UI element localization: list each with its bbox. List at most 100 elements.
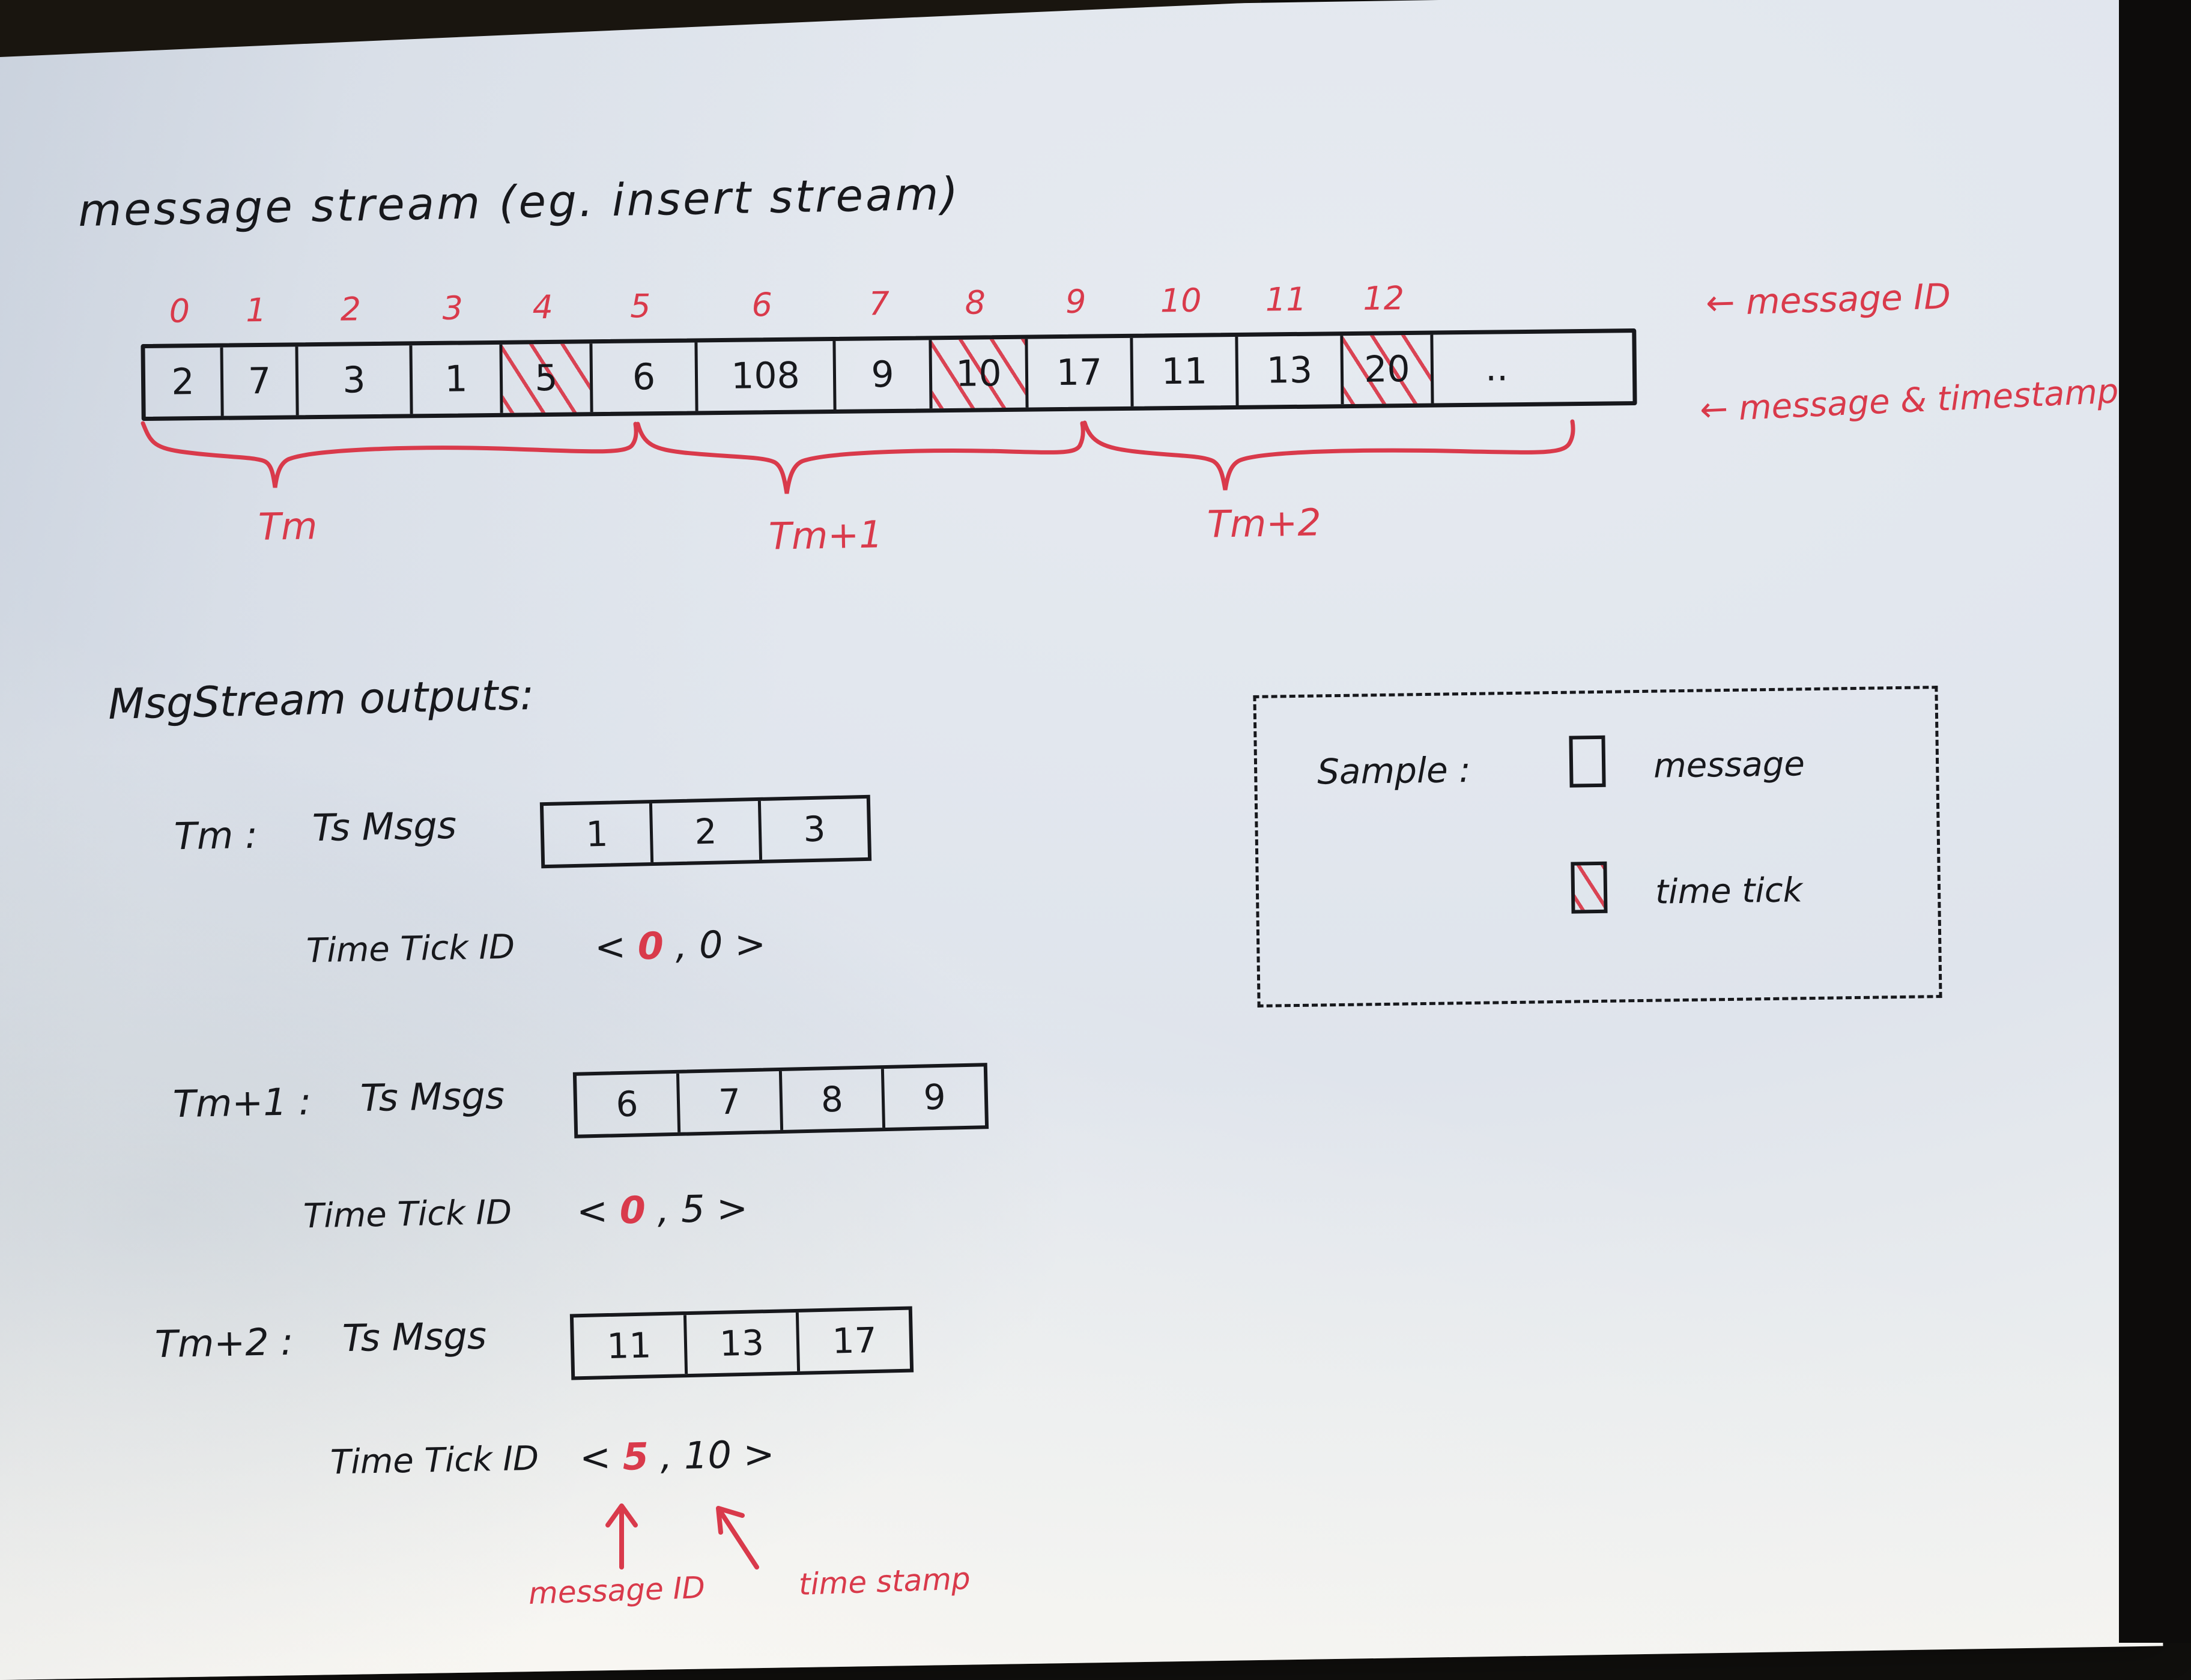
stream-cell: 7 bbox=[223, 346, 299, 416]
stream-index-label: 0 bbox=[169, 292, 190, 330]
stream-cell-value: 108 bbox=[730, 354, 801, 397]
output-tick-label-2: Time Tick ID bbox=[330, 1439, 539, 1482]
stream-cell-value: 13 bbox=[1266, 349, 1313, 392]
output-msgs-label-2: Ts Msgs bbox=[342, 1313, 487, 1361]
stream-cell-value: 11 bbox=[1161, 350, 1208, 393]
stream-cell: 1 bbox=[412, 344, 503, 414]
output-tick-value-1: < 0 , 5 > bbox=[576, 1186, 748, 1233]
tick-open-1: < bbox=[576, 1188, 608, 1233]
stream-cell: 13 bbox=[1238, 336, 1344, 405]
stream-cell-value: 3 bbox=[342, 359, 366, 402]
legend-label-message: message bbox=[1653, 745, 1805, 786]
stream-cell-value: 17 bbox=[1056, 351, 1103, 394]
tick-ts-0: 0 bbox=[699, 922, 724, 967]
desk-edge-right bbox=[2119, 0, 2191, 1643]
output-msgs-box-2: 11 13 17 bbox=[569, 1306, 914, 1380]
output-msg-cell: 2 bbox=[652, 800, 763, 862]
stream-cell-value: 7 bbox=[247, 360, 271, 403]
tick-comma-1: , bbox=[656, 1187, 670, 1232]
stream-index-label: 4 bbox=[532, 288, 554, 327]
legend-swatch-message-icon bbox=[1569, 735, 1606, 788]
stream-cell-value: 20 bbox=[1363, 348, 1410, 391]
output-group-name-1: Tm+1 : bbox=[172, 1079, 312, 1126]
page-title: message stream (eg. insert stream) bbox=[77, 168, 962, 237]
stream-cell-value: 2 bbox=[171, 361, 195, 403]
stream-index-label: 8 bbox=[965, 283, 986, 322]
stream-cell: 3 bbox=[298, 345, 413, 415]
stream-index-label: 7 bbox=[868, 285, 890, 323]
tick-msgid-2: 5 bbox=[622, 1434, 649, 1479]
stream-cell-value: .. bbox=[1485, 347, 1509, 390]
output-tick-value-0: < 0 , 0 > bbox=[594, 922, 766, 968]
tick-comma-2: , bbox=[659, 1434, 673, 1478]
legend-swatch-timetick-icon bbox=[1571, 861, 1608, 914]
output-tick-label-1: Time Tick ID bbox=[303, 1192, 512, 1236]
callout-message-id: message ID bbox=[528, 1570, 706, 1612]
stream-cell: 17 bbox=[1028, 337, 1134, 408]
stream-index-label: 2 bbox=[340, 290, 362, 328]
annotation-message-id: ← message ID bbox=[1705, 276, 1951, 324]
stream-index-label: 1 bbox=[245, 291, 267, 330]
tick-open-0: < bbox=[594, 924, 626, 969]
stream-index-label: 9 bbox=[1065, 282, 1086, 321]
stream-cell: 10 bbox=[932, 339, 1029, 409]
stream-index-label: 6 bbox=[751, 286, 773, 324]
stream-cell: 6 bbox=[592, 342, 699, 412]
window-label-tm2: Tm+2 bbox=[1207, 500, 1322, 546]
window-label-tm1: Tm+1 bbox=[768, 512, 883, 558]
stream-cell-value: 9 bbox=[871, 353, 894, 396]
stream-cell: 20 bbox=[1343, 334, 1434, 405]
stream-cell: 5 bbox=[502, 343, 593, 413]
stream-cell: 11 bbox=[1133, 336, 1239, 406]
output-group-name-0: Tm : bbox=[174, 812, 258, 859]
output-msg-cell: 7 bbox=[679, 1071, 783, 1132]
output-msg-cell: 17 bbox=[831, 1319, 877, 1362]
stream-index-label: 10 bbox=[1160, 281, 1202, 320]
tick-open-2: < bbox=[579, 1435, 611, 1480]
stream-index-label: 12 bbox=[1363, 279, 1405, 318]
output-msg-cell: 1 bbox=[543, 803, 654, 865]
tick-comma-0: , bbox=[674, 923, 688, 968]
legend-box: Sample : message time tick bbox=[1253, 686, 1942, 1008]
window-label-tm: Tm bbox=[258, 504, 318, 549]
legend-title: Sample : bbox=[1317, 749, 1471, 793]
output-msg-cell: 11 bbox=[573, 1315, 688, 1377]
message-stream-box: 2 7 3 1 5 6 108 9 10 17 11 13 20.. bbox=[141, 328, 1637, 422]
stream-cell-value: 6 bbox=[632, 356, 656, 399]
stream-cell: 2 bbox=[145, 347, 224, 417]
tick-msgid-0: 0 bbox=[637, 923, 664, 968]
stream-cell: 9 bbox=[835, 340, 933, 409]
tick-close-1: > bbox=[716, 1186, 748, 1231]
output-msg-cell: 13 bbox=[686, 1312, 801, 1374]
output-msgs-label-0: Ts Msgs bbox=[312, 803, 457, 850]
output-msg-cell: 6 bbox=[576, 1073, 680, 1135]
output-msg-cell: 3 bbox=[802, 808, 826, 850]
stream-index-label: 11 bbox=[1265, 280, 1307, 319]
output-tick-value-2: < 5 , 10 > bbox=[579, 1432, 775, 1479]
tick-ts-1: 5 bbox=[680, 1186, 706, 1231]
stream-index-label: 3 bbox=[442, 289, 464, 327]
stream-cell-value: 1 bbox=[444, 358, 468, 400]
message-stream-strip: 2 7 3 1 5 6 108 9 10 17 11 13 20.. 0 1 2 3 4 5 6 7 8 9 10 11 12 bbox=[141, 279, 1643, 422]
output-tick-label-0: Time Tick ID bbox=[306, 927, 515, 971]
tick-msgid-1: 0 bbox=[619, 1188, 646, 1233]
legend-label-timetick: time tick bbox=[1655, 871, 1803, 912]
stream-index-label: 5 bbox=[629, 287, 651, 325]
stream-cell-value: 5 bbox=[535, 357, 558, 400]
stream-cell: .. bbox=[1433, 333, 1560, 403]
diagram-canvas: message stream (eg. insert stream) 2 7 3 1 5… bbox=[77, 168, 2120, 1612]
stream-cell: 108 bbox=[697, 340, 837, 411]
output-group-name-2: Tm+2 : bbox=[154, 1319, 294, 1367]
callout-timestamp: time stamp bbox=[798, 1561, 971, 1602]
output-msg-cell: 9 bbox=[923, 1076, 947, 1118]
tick-ts-2: 10 bbox=[683, 1433, 732, 1478]
tick-close-0: > bbox=[734, 922, 766, 967]
annotation-message-timestamp: ← message & timestamp bbox=[1699, 372, 2120, 430]
output-msg-cell: 8 bbox=[781, 1069, 886, 1130]
output-msgs-label-1: Ts Msgs bbox=[360, 1073, 505, 1120]
stream-cell-value: 10 bbox=[955, 352, 1002, 395]
outputs-heading: MsgStream outputs: bbox=[108, 669, 535, 730]
tick-close-2: > bbox=[742, 1431, 775, 1476]
